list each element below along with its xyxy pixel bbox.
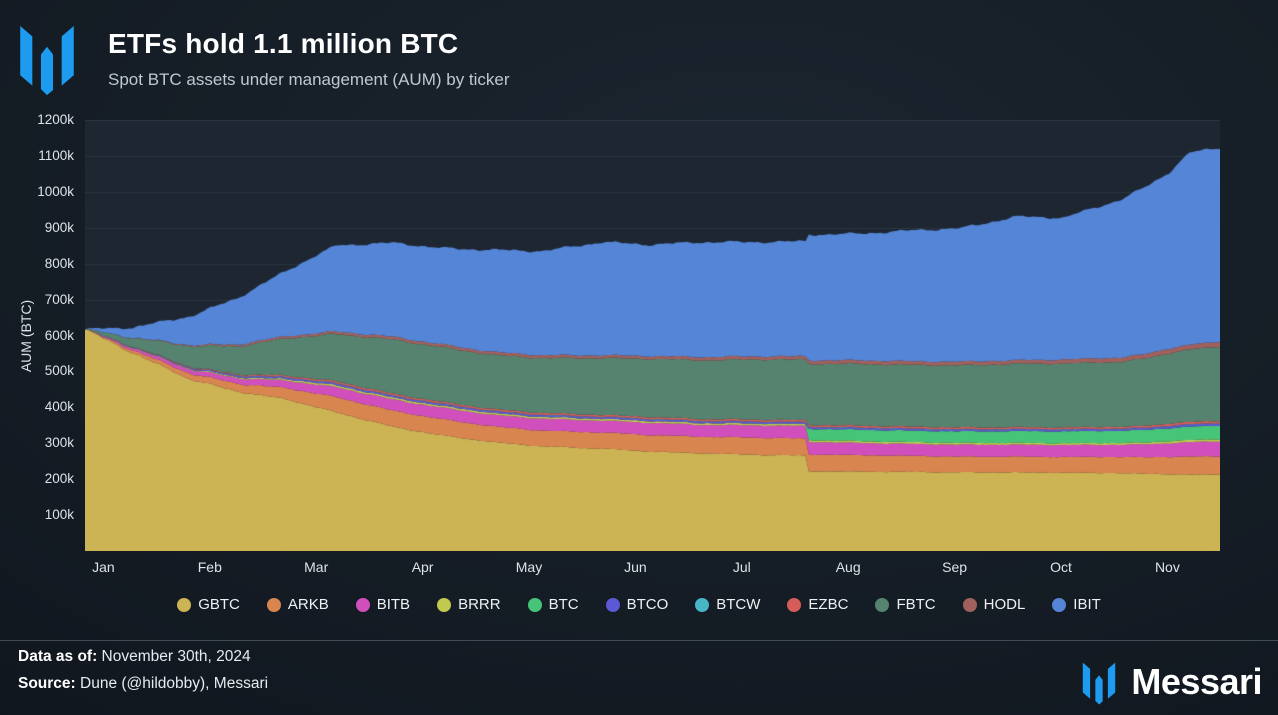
legend-item-hodl[interactable]: HODL [962, 596, 1026, 613]
x-tick-label: Aug [835, 559, 861, 575]
legend-item-btco[interactable]: BTCO [605, 596, 669, 613]
brand-wordmark: Messari [1131, 661, 1262, 702]
legend-item-fbtc[interactable]: FBTC [875, 596, 936, 613]
stacked-area-canvas[interactable] [85, 120, 1220, 551]
legend-item-gbtc[interactable]: GBTC [177, 596, 240, 613]
x-tick-label: Mar [304, 559, 329, 575]
data-as-of-value: November 30th, 2024 [97, 648, 251, 665]
source-label: Source: [18, 675, 76, 692]
y-tick-label: 1100k [38, 147, 74, 163]
legend-dot-icon [355, 597, 370, 612]
legend-item-btc[interactable]: BTC [527, 596, 579, 613]
legend-dot-icon [527, 597, 542, 612]
legend-dot-icon [962, 597, 977, 612]
legend-item-brrr[interactable]: BRRR [437, 596, 501, 613]
legend-label: IBIT [1073, 596, 1101, 613]
y-tick-label: 300k [44, 435, 74, 451]
legend-item-btcw[interactable]: BTCW [695, 596, 760, 613]
legend-label: BRRR [458, 596, 501, 613]
legend-label: FBTC [896, 596, 936, 613]
y-tick-label: 1200k [37, 112, 74, 127]
source-value: Dune (@hildobby), Messari [75, 675, 269, 692]
y-tick-label: 700k [44, 291, 74, 307]
legend-label: EZBC [808, 596, 849, 613]
legend-dot-icon [1052, 597, 1067, 612]
source-line: Source: Dune (@hildobby), Messari [18, 675, 268, 693]
data-as-of-line: Data as of: November 30th, 2024 [18, 648, 251, 666]
y-tick-label: 400k [44, 399, 74, 415]
y-tick-label: 100k [44, 507, 74, 523]
legend-label: GBTC [198, 596, 240, 613]
legend-dot-icon [875, 597, 890, 612]
y-tick-label: 800k [44, 255, 74, 271]
legend-item-bitb[interactable]: BITB [355, 596, 411, 613]
y-tick-label: 600k [44, 327, 74, 343]
legend-dot-icon [605, 597, 620, 612]
legend-dot-icon [695, 597, 710, 612]
legend-label: BTCO [626, 596, 669, 613]
legend-label: HODL [983, 596, 1026, 613]
legend-dot-icon [266, 597, 281, 612]
legend-label: BTCW [716, 596, 761, 613]
messari-logo-icon [20, 26, 74, 96]
brand-lockup: Messari [1078, 659, 1262, 705]
chart-legend: GBTC ARKB BITB BRRR BTC BTCO BTCW EZBC FBTC HODL I… [0, 596, 1278, 613]
x-tick-label: May [515, 559, 543, 575]
legend-dot-icon [437, 597, 452, 612]
y-tick-label: 200k [44, 471, 74, 487]
x-tick-label: Oct [1050, 559, 1072, 575]
footer-separator [0, 640, 1278, 641]
page-title: ETFs hold 1.1 million BTC [108, 28, 459, 59]
legend-label: ARKB [287, 596, 329, 613]
legend-label: BITB [376, 596, 411, 613]
x-tick-label: Jun [624, 559, 647, 575]
x-tick-label: Jul [732, 559, 751, 575]
legend-item-ezbc[interactable]: EZBC [787, 596, 848, 613]
legend-item-ibit[interactable]: IBIT [1052, 596, 1101, 613]
messari-logo-icon [1083, 662, 1116, 705]
legend-label: BTC [548, 596, 579, 613]
legend-dot-icon [177, 597, 192, 612]
y-tick-label: 900k [44, 219, 74, 235]
x-tick-label: Sep [942, 559, 968, 575]
legend-dot-icon [787, 597, 802, 612]
y-tick-label: 500k [44, 363, 74, 379]
x-tick-label: Feb [197, 559, 222, 575]
legend-item-arkb[interactable]: ARKB [266, 596, 329, 613]
x-tick-label: Apr [411, 559, 434, 575]
y-tick-label: 1000k [37, 183, 74, 199]
x-tick-label: Nov [1154, 559, 1180, 575]
x-tick-label: Jan [92, 559, 115, 575]
data-as-of-label: Data as of: [18, 648, 98, 665]
page-subtitle: Spot BTC assets under management (AUM) b… [108, 70, 510, 89]
